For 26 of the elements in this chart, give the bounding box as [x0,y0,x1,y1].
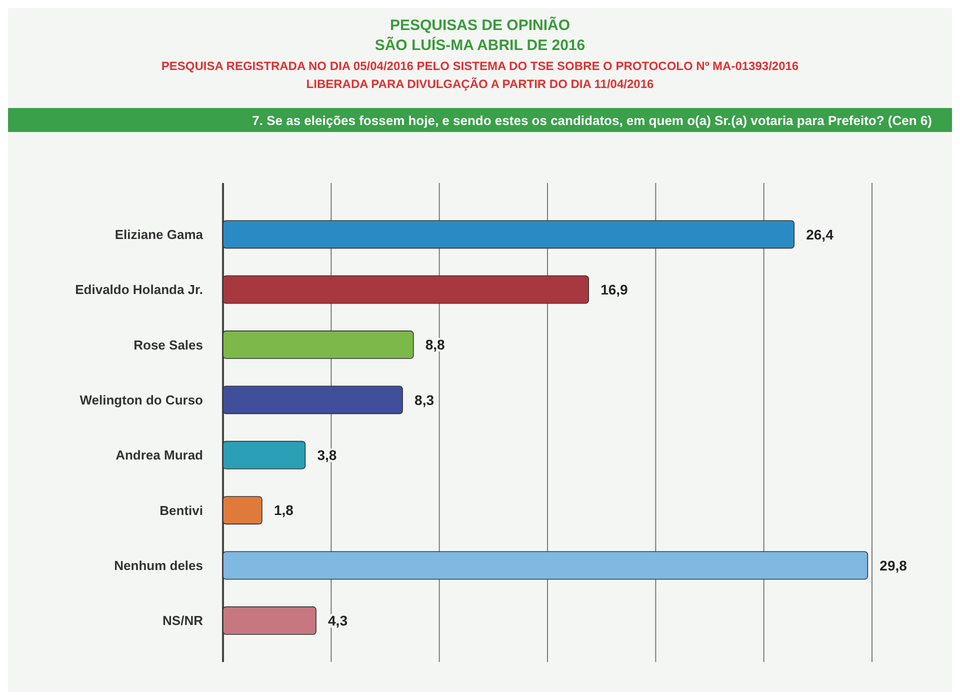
data-label: 1,8 [274,502,294,518]
chart-subtitle: SÃO LUÍS-MA ABRIL DE 2016 [374,36,586,54]
bar [222,440,306,470]
data-label: 16,9 [600,281,628,298]
bar [222,275,590,304]
bar [222,606,316,635]
y-tick-label: Edivaldo Holanda Jr. [75,282,203,298]
y-tick-label: Rose Sales [134,337,203,352]
bar [222,551,868,580]
y-tick-label: NS/NR [162,613,204,628]
text: LIBERADA PARA DIVULGAÇÃO A PARTIR DO DIA 11/04/2016 [306,77,654,91]
chart-title: PESQUISAS DE OPINIÃO [390,16,570,34]
y-tick-label: Bentivi [160,502,203,518]
text: PESQUISA REGISTRADA NO DIA 05/04/2016 PELO SISTEMA DO TSE SOBRE O PROTOCOLO Nº MA-01393/2016 [161,59,799,73]
text: 7. Se as eleições fossem hoje, e sendo estes os candidatos, em quem o(a) Sr.(a) votaria para Prefeito? (Cen 6) [252,113,932,128]
y-tick-label: Andrea Murad [116,448,204,463]
data-label: 8,3 [414,392,434,408]
bar [222,330,414,359]
y-tick-label: Welington do Curso [80,392,204,408]
bar [222,220,795,249]
bar [222,496,262,524]
y-tick-label: Nenhum deles [114,558,203,573]
bar [222,386,403,414]
data-label: 26,4 [806,226,834,242]
data-label: 29,8 [880,557,908,574]
y-tick-label: Eliziane Gama [114,226,204,242]
